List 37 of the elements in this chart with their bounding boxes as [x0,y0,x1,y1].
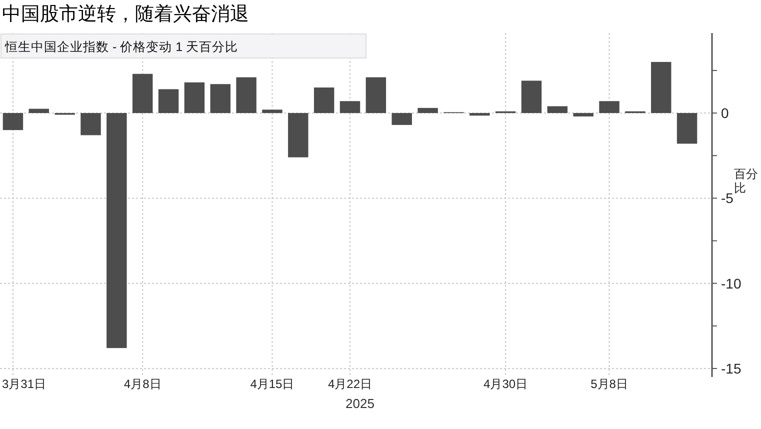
y-tick-label: -5 [721,190,734,206]
bar [651,62,672,114]
bar [573,113,594,116]
y-tick-label: -10 [721,275,742,292]
x-axis-title: 2025 [346,396,374,411]
x-tick-label: 4月8日 [124,377,162,391]
text: 恒生中国企业指数 - 价格变动 1 天百分比 [4,40,238,54]
bar [106,113,127,348]
x-tick-label: 3月31日 [2,377,46,391]
bar [262,110,282,114]
chart-title: 中国股市逆转，随着兴奋消退 [2,3,249,25]
bar [599,101,620,114]
y-tick-label: 0 [721,105,729,122]
bar [210,84,230,114]
bar [314,87,334,114]
x-tick-label: 4月30日 [484,377,528,391]
bar [470,113,490,116]
x-tick-label: 4月15日 [250,377,294,391]
x-tick-label: 4月22日 [328,377,372,391]
bar [547,106,568,114]
bar [236,77,256,114]
bar [132,74,153,114]
bar [158,89,179,114]
bar [521,80,542,114]
bar [184,82,205,114]
bar [80,113,101,136]
x-tick-label: 5月8日 [590,377,628,391]
bar [676,113,698,144]
y-axis-title: 百分比 [734,167,758,195]
bar [340,101,360,114]
bar [418,108,438,114]
bar [366,77,386,114]
bar [28,108,49,114]
y-tick-label: -15 [721,360,742,376]
bar [288,113,308,158]
bar [2,113,24,130]
bar [392,113,412,125]
